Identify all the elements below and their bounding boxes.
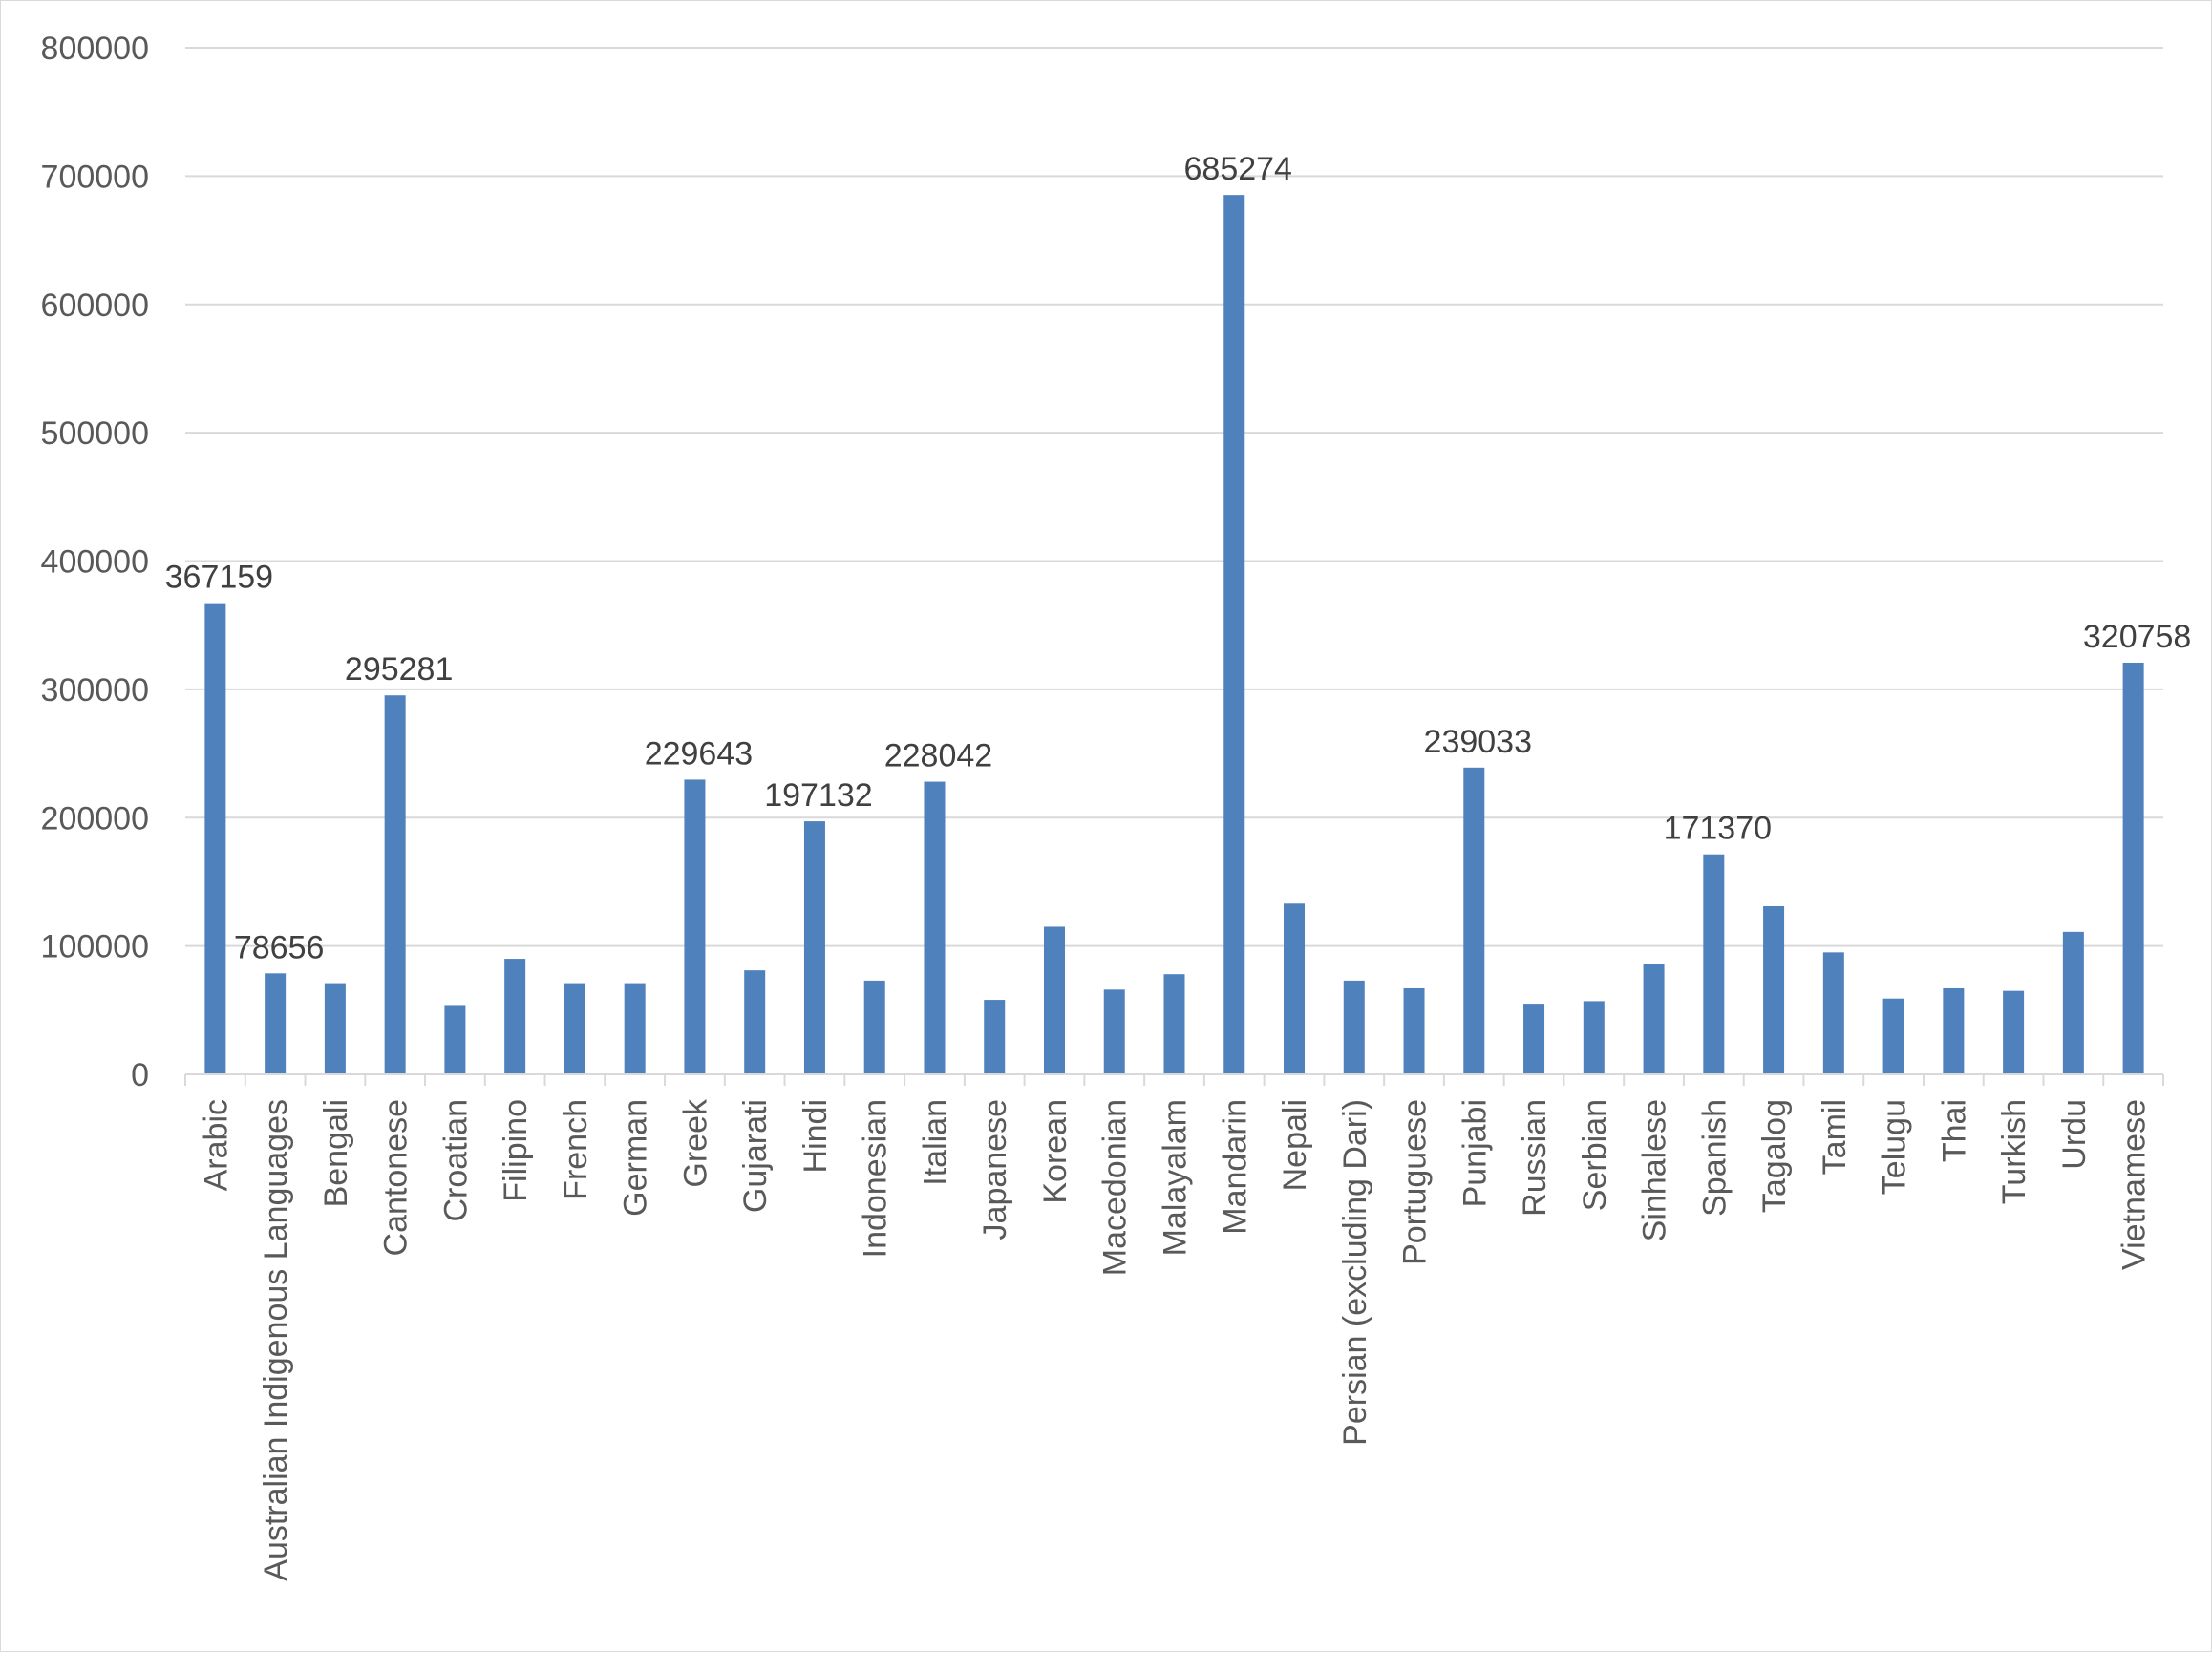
data-label: 367159	[165, 560, 273, 596]
bar	[564, 983, 585, 1074]
y-tick-label: 800000	[41, 31, 149, 67]
data-label: 295281	[345, 651, 453, 688]
x-tick-label: Bengali	[318, 1099, 354, 1207]
x-axis-tick-labels: Arabic Australian Indigenous Languages Ben…	[198, 1098, 2152, 1581]
y-tick-label: 100000	[41, 929, 149, 965]
x-tick-label: Portuguese	[1397, 1099, 1434, 1265]
y-tick-label: 700000	[41, 159, 149, 195]
bar	[684, 779, 706, 1074]
bar	[1403, 987, 1425, 1074]
y-tick-label: 500000	[41, 415, 149, 452]
bar	[2122, 662, 2144, 1074]
x-tick-label: Sinhalese	[1637, 1099, 1673, 1241]
bar	[2003, 990, 2025, 1074]
x-tick-label: Spanish	[1696, 1099, 1733, 1217]
bar	[1284, 903, 1306, 1074]
x-tick-label: French	[558, 1099, 594, 1200]
data-label: 239033	[1424, 724, 1532, 760]
x-axis	[184, 1073, 2164, 1086]
bar	[803, 821, 825, 1074]
bar	[1103, 989, 1125, 1074]
x-tick-label: Thai	[1936, 1099, 1972, 1162]
x-tick-label: Tagalog	[1756, 1099, 1793, 1213]
data-label: 171370	[1664, 811, 1772, 847]
y-tick-label: 300000	[41, 672, 149, 709]
x-tick-label: German	[618, 1099, 654, 1217]
bar	[1822, 952, 1844, 1074]
bar	[1523, 1004, 1545, 1074]
bar	[1463, 767, 1485, 1074]
x-tick-label: Russian	[1517, 1099, 1553, 1217]
bar	[204, 603, 226, 1074]
x-tick-label: Arabic	[198, 1099, 234, 1191]
bar	[744, 970, 766, 1074]
x-tick-label: Serbian	[1577, 1099, 1613, 1211]
bar	[324, 983, 346, 1074]
x-tick-label: Greek	[677, 1098, 713, 1188]
x-tick-label: Italian	[917, 1099, 953, 1186]
y-tick-label: 0	[131, 1057, 149, 1093]
x-tick-label: Urdu	[2056, 1099, 2093, 1170]
bar	[1583, 1001, 1605, 1074]
bar	[624, 983, 646, 1074]
bar	[265, 973, 287, 1074]
x-tick-label: Nepali	[1277, 1099, 1313, 1191]
x-tick-label: Cantonese	[378, 1099, 415, 1256]
bar	[504, 959, 526, 1074]
x-tick-label: Turkish	[1996, 1099, 2032, 1204]
x-tick-label: Persian (excluding Dari)	[1337, 1099, 1373, 1446]
bar	[2062, 931, 2084, 1074]
data-label: 320758	[2083, 619, 2191, 655]
bar	[1223, 195, 1245, 1074]
x-tick-label: Australian Indigenous Languages	[258, 1099, 294, 1581]
bar	[863, 980, 885, 1074]
bar	[984, 1000, 1006, 1074]
bar	[1643, 964, 1665, 1074]
x-tick-label: Tamil	[1817, 1099, 1853, 1175]
x-tick-label: Japanese	[977, 1099, 1013, 1240]
y-tick-label: 600000	[41, 287, 149, 324]
bar	[1763, 905, 1785, 1074]
bar	[1943, 987, 1965, 1074]
data-labels: 367159 78656 295281 229643 197132 228042 68527…	[165, 151, 2192, 965]
bar	[384, 695, 406, 1074]
x-tick-label: Croatian	[437, 1099, 474, 1222]
gridlines	[185, 47, 2163, 947]
y-tick-label: 200000	[41, 800, 149, 837]
x-tick-label: Malayalam	[1158, 1099, 1194, 1256]
bar	[1043, 926, 1065, 1074]
bar	[924, 781, 946, 1074]
x-tick-label: Vietnamese	[2116, 1099, 2153, 1270]
bar	[1882, 998, 1904, 1074]
x-tick-label: Gujarati	[737, 1099, 774, 1213]
x-tick-label: Korean	[1037, 1099, 1074, 1204]
bar	[1343, 980, 1365, 1074]
x-tick-label: Punjabi	[1457, 1099, 1493, 1207]
y-tick-label: 400000	[41, 544, 149, 581]
x-tick-label: Indonesian	[858, 1099, 894, 1258]
x-tick-label: Hindi	[798, 1099, 834, 1173]
bars	[204, 195, 2144, 1074]
data-label: 78656	[234, 929, 325, 965]
bar	[1163, 974, 1185, 1074]
x-tick-label: Telugu	[1877, 1099, 1913, 1195]
data-label: 229643	[645, 735, 753, 772]
x-tick-label: Macedonian	[1097, 1099, 1134, 1276]
y-axis-tick-labels: 0 100000 200000 300000 400000 500000 600000 700…	[41, 31, 149, 1093]
data-label: 197132	[764, 777, 872, 814]
x-tick-label: Filipino	[498, 1099, 534, 1202]
data-label: 685274	[1184, 151, 1292, 187]
data-label: 228042	[884, 738, 992, 774]
bar	[444, 1005, 466, 1074]
bar	[1703, 854, 1725, 1074]
x-tick-label: Mandarin	[1217, 1099, 1253, 1235]
